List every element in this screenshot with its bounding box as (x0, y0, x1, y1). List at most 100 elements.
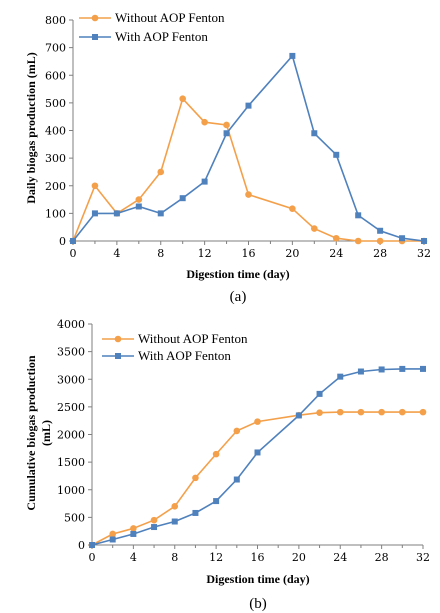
data-point-without-aop-fenton (157, 168, 165, 176)
y-tick-label: 1500 (57, 456, 85, 469)
data-point-without-aop-fenton (179, 95, 186, 103)
chart-b-ylabel-line1: Cumulative biogas production (24, 355, 38, 510)
data-point-with-aop-fenton (377, 227, 384, 234)
series-line-with-aop-fenton (72, 54, 425, 242)
data-point-with-aop-fenton (420, 365, 426, 372)
data-point-with-aop-fenton (113, 210, 120, 217)
x-tick-label: 32 (416, 551, 430, 564)
data-point-with-aop-fenton (316, 390, 323, 397)
chart-a-caption: (a) (230, 289, 247, 305)
data-point-with-aop-fenton (70, 238, 76, 244)
chart-a-ylabel: Daily biogas production (mL) (24, 52, 38, 203)
data-point-with-aop-fenton (201, 178, 208, 185)
chart-b-series: Without AOP Fenton With AOP Fenton (88, 331, 427, 549)
data-point-with-aop-fenton (151, 524, 158, 531)
data-point-without-aop-fenton (419, 408, 427, 416)
x-tick-label: 32 (417, 247, 431, 260)
data-point-with-aop-fenton (109, 536, 116, 543)
data-point-with-aop-fenton (130, 530, 137, 537)
data-point-with-aop-fenton (192, 509, 199, 516)
series-line-without-aop-fenton (72, 97, 424, 242)
data-point-with-aop-fenton (89, 542, 95, 548)
y-tick-label: 4000 (57, 318, 85, 331)
x-tick-label: 8 (157, 247, 164, 260)
legend-label: Without AOP Fenton (115, 10, 225, 25)
data-point-without-aop-fenton (316, 409, 323, 416)
data-point-with-aop-fenton (245, 102, 252, 109)
x-tick-label: 20 (285, 247, 299, 260)
x-tick-label: 12 (198, 247, 212, 260)
y-tick-label: 0 (78, 539, 85, 552)
x-tick-label: 4 (113, 247, 120, 260)
data-point-without-aop-fenton (357, 408, 365, 416)
data-point-with-aop-fenton (171, 518, 178, 525)
data-point-without-aop-fenton (245, 191, 252, 198)
data-point-without-aop-fenton (91, 182, 99, 190)
data-point-with-aop-fenton (223, 130, 230, 137)
x-tick-label: 24 (329, 247, 343, 260)
data-point-with-aop-fenton (295, 412, 302, 419)
y-tick-label: 600 (45, 69, 66, 82)
series-line-without-aop-fenton (91, 411, 423, 546)
data-point-with-aop-fenton (311, 130, 318, 137)
data-point-without-aop-fenton (354, 237, 362, 245)
y-tick-label: 0 (59, 235, 66, 248)
chart-b-cumulative-biogas: 0 500 1000 1500 2000 2500 3000 3500 4000 0 4 8 12 16 2… (24, 318, 430, 612)
chart-a-daily-biogas: 0 100 200 300 400 500 600 700 800 0 4 8 12 16 20 24 28 32… (24, 10, 431, 305)
data-point-without-aop-fenton (254, 418, 261, 425)
data-point-without-aop-fenton (378, 408, 385, 416)
legend-marker-square (115, 353, 121, 359)
y-tick-label: 500 (64, 511, 85, 524)
y-tick-label: 1000 (57, 484, 85, 497)
data-point-without-aop-fenton (376, 237, 384, 245)
x-tick-label: 12 (209, 551, 223, 564)
x-tick-label: 0 (70, 247, 77, 260)
y-tick-label: 400 (45, 125, 66, 138)
y-tick-label: 2000 (57, 429, 85, 442)
x-tick-label: 16 (242, 247, 256, 260)
x-tick-label: 20 (292, 551, 306, 564)
x-tick-label: 28 (375, 551, 389, 564)
data-point-with-aop-fenton (337, 373, 344, 380)
chart-a-xlabel: Digestion time (day) (186, 267, 289, 281)
data-point-without-aop-fenton (201, 118, 208, 126)
legend-marker-circle (114, 335, 122, 343)
data-point-with-aop-fenton (399, 235, 406, 242)
data-point-without-aop-fenton (212, 450, 220, 458)
data-point-without-aop-fenton (399, 408, 406, 416)
y-tick-label: 500 (45, 97, 66, 110)
chart-a-axes: 0 100 200 300 400 500 600 700 800 0 4 8 12 16 20 24 28 32 (45, 14, 431, 260)
x-tick-label: 4 (130, 551, 137, 564)
x-tick-label: 0 (89, 551, 96, 564)
data-point-without-aop-fenton (109, 530, 116, 538)
x-tick-label: 8 (171, 551, 178, 564)
data-point-with-aop-fenton (213, 498, 220, 505)
data-point-with-aop-fenton (357, 368, 364, 375)
data-point-without-aop-fenton (135, 196, 143, 203)
data-point-without-aop-fenton (336, 408, 344, 416)
data-point-with-aop-fenton (179, 195, 186, 202)
data-point-without-aop-fenton (223, 121, 230, 129)
y-tick-label: 100 (45, 207, 66, 220)
x-tick-label: 24 (333, 551, 347, 564)
data-point-with-aop-fenton (333, 151, 340, 158)
chart-b-caption: (b) (249, 596, 267, 612)
y-tick-label: 3500 (57, 346, 85, 359)
y-tick-label: 2500 (57, 401, 85, 414)
data-point-without-aop-fenton (233, 427, 241, 435)
data-point-without-aop-fenton (171, 503, 179, 510)
data-point-with-aop-fenton (157, 210, 164, 217)
data-point-without-aop-fenton (130, 525, 137, 532)
data-point-with-aop-fenton (254, 449, 261, 456)
data-point-with-aop-fenton (135, 203, 142, 210)
data-point-without-aop-fenton (332, 234, 340, 242)
legend-label: With AOP Fenton (138, 348, 231, 363)
data-point-without-aop-fenton (150, 516, 158, 524)
series-line-with-aop-fenton (91, 368, 423, 546)
chart-b-ylabel-line2: (mL) (39, 420, 53, 446)
y-tick-label: 700 (45, 42, 66, 55)
data-point-without-aop-fenton (192, 474, 199, 482)
y-tick-label: 300 (45, 152, 66, 165)
y-tick-label: 800 (45, 14, 66, 27)
